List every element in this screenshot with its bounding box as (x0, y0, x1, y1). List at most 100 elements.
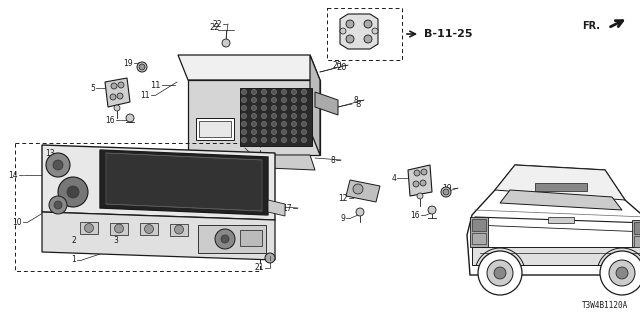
Circle shape (49, 196, 67, 214)
Bar (327, 8, 402, 60)
Circle shape (271, 138, 276, 142)
Bar (15, 143, 260, 271)
Circle shape (117, 93, 123, 99)
Text: 8: 8 (353, 95, 358, 105)
Polygon shape (346, 180, 380, 202)
Circle shape (241, 106, 246, 110)
Text: 19: 19 (124, 59, 133, 68)
Text: 11: 11 (141, 91, 150, 100)
Text: FR.: FR. (582, 21, 600, 31)
Circle shape (282, 122, 287, 126)
Text: 16: 16 (410, 211, 420, 220)
Polygon shape (495, 165, 625, 200)
Circle shape (58, 177, 88, 207)
Circle shape (252, 138, 257, 142)
Text: T3W4B1120A: T3W4B1120A (582, 301, 628, 310)
Circle shape (221, 235, 229, 243)
Text: 2: 2 (71, 236, 76, 244)
Bar (472, 247, 640, 265)
Circle shape (54, 201, 62, 209)
Circle shape (282, 98, 287, 102)
Circle shape (291, 138, 296, 142)
Circle shape (616, 267, 628, 279)
Text: 9: 9 (340, 213, 345, 222)
Circle shape (241, 90, 246, 94)
Polygon shape (100, 150, 268, 215)
Text: 16: 16 (106, 116, 115, 124)
Circle shape (609, 260, 635, 286)
Text: 6: 6 (245, 158, 251, 167)
Circle shape (271, 98, 276, 102)
Polygon shape (196, 155, 315, 170)
Bar (240, 88, 312, 146)
Text: 22: 22 (210, 22, 220, 31)
Text: 6: 6 (240, 163, 245, 172)
Text: 20: 20 (337, 62, 348, 71)
Bar (198, 225, 266, 253)
Bar (170, 223, 188, 236)
Text: 5: 5 (90, 84, 95, 92)
Circle shape (262, 138, 266, 142)
Bar (472, 219, 486, 231)
Text: 4: 4 (391, 173, 396, 182)
Circle shape (301, 98, 307, 102)
Bar (140, 223, 158, 235)
Circle shape (441, 187, 451, 197)
Circle shape (262, 130, 266, 134)
Bar (548, 217, 574, 223)
Text: 22: 22 (212, 20, 222, 28)
Circle shape (262, 114, 266, 118)
Polygon shape (42, 212, 275, 260)
Circle shape (252, 122, 257, 126)
Circle shape (282, 106, 287, 110)
Circle shape (252, 106, 257, 110)
Text: 3: 3 (113, 236, 118, 244)
Bar (110, 222, 128, 235)
Polygon shape (315, 92, 338, 115)
Circle shape (494, 267, 506, 279)
Circle shape (364, 35, 372, 43)
Circle shape (291, 130, 296, 134)
Text: 10: 10 (12, 218, 22, 227)
Text: B-11-25: B-11-25 (424, 29, 472, 39)
Circle shape (53, 160, 63, 170)
Text: 11: 11 (150, 81, 160, 90)
Bar (210, 157, 238, 163)
Polygon shape (42, 145, 275, 220)
Circle shape (139, 64, 145, 70)
Text: 7: 7 (212, 174, 218, 183)
Circle shape (222, 39, 230, 47)
Circle shape (353, 184, 363, 194)
Circle shape (252, 98, 257, 102)
Circle shape (241, 138, 246, 142)
Circle shape (271, 122, 276, 126)
Circle shape (443, 189, 449, 195)
Bar (240, 230, 262, 246)
Bar (632, 220, 640, 250)
Circle shape (413, 181, 419, 187)
Circle shape (282, 130, 287, 134)
Circle shape (111, 83, 117, 89)
Circle shape (420, 180, 426, 186)
Circle shape (271, 90, 276, 94)
Text: 17: 17 (282, 204, 292, 212)
Circle shape (340, 28, 346, 34)
Circle shape (301, 138, 307, 142)
Circle shape (67, 186, 79, 198)
Text: 19: 19 (442, 183, 452, 193)
Circle shape (262, 98, 266, 102)
Circle shape (262, 106, 266, 110)
Circle shape (252, 114, 257, 118)
Bar (80, 222, 98, 234)
Circle shape (282, 90, 287, 94)
Polygon shape (188, 80, 320, 155)
Circle shape (114, 105, 120, 111)
Circle shape (241, 98, 246, 102)
Circle shape (265, 253, 275, 263)
Circle shape (291, 114, 296, 118)
Circle shape (262, 90, 266, 94)
Circle shape (291, 106, 296, 110)
Circle shape (291, 122, 296, 126)
Circle shape (282, 114, 287, 118)
Polygon shape (500, 190, 622, 210)
